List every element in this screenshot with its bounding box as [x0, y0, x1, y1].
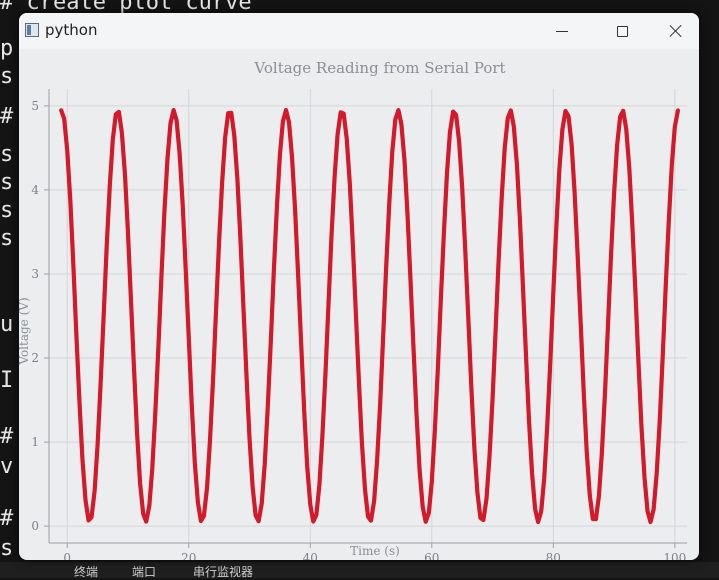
x-tick-label: 0 — [63, 551, 71, 560]
background-code-line: s — [0, 198, 14, 223]
x-tick-label: 60 — [424, 551, 439, 560]
x-tick-label: 20 — [181, 551, 196, 560]
background-code-line: v — [0, 454, 14, 479]
background-status-bar: 终端 端口 串行监视器 — [0, 562, 719, 579]
python-window-icon — [25, 23, 39, 37]
x-tick-label: 100 — [663, 551, 686, 560]
background-code-line: # — [0, 506, 14, 531]
minimize-button[interactable] — [533, 13, 591, 49]
background-code-line: s — [0, 64, 14, 89]
close-icon — [669, 24, 683, 38]
background-code-line: # — [0, 424, 14, 449]
y-tick-label: 4 — [31, 183, 39, 197]
y-tick-label: 3 — [31, 267, 39, 281]
background-code-line: s — [0, 142, 14, 167]
voltage-line — [59, 107, 680, 525]
chart-grid — [49, 89, 687, 543]
y-tick-label: 5 — [31, 99, 39, 113]
y-axis-label: Voltage (V) — [19, 297, 31, 365]
y-tick-label: 1 — [31, 435, 39, 449]
y-tick-label: 0 — [31, 519, 39, 533]
port-tab[interactable]: 端口 — [132, 565, 157, 579]
maximize-icon — [616, 25, 628, 37]
background-code-line: u — [0, 312, 14, 337]
background-code-line: s — [0, 170, 14, 195]
window-titlebar[interactable]: python — [19, 13, 699, 49]
background-code-line: # create plot curve — [0, 0, 252, 15]
plot-window: python 0 1 2 3 4 5 0 20 40 60 80 100 Voltage Readin… — [19, 13, 699, 560]
x-tick-label: 40 — [303, 551, 318, 560]
background-code-line: # — [0, 104, 14, 129]
chart-axes — [48, 89, 687, 544]
background-code-line: s — [0, 536, 14, 561]
plot-area[interactable]: 0 1 2 3 4 5 0 20 40 60 80 100 Voltage Reading from … — [19, 49, 699, 560]
chart-title: Voltage Reading from Serial Port — [253, 59, 505, 77]
window-title: python — [45, 21, 98, 39]
minimize-icon — [556, 30, 568, 32]
background-code-line: p — [0, 36, 14, 61]
background-code-line: I — [0, 368, 14, 393]
terminal-tab[interactable]: 终端 — [74, 565, 99, 579]
y-tick-label: 2 — [31, 351, 39, 365]
x-axis-label: Time (s) — [350, 544, 400, 558]
background-code-line: s — [0, 226, 14, 251]
maximize-button[interactable] — [593, 13, 651, 49]
serial-monitor-tab[interactable]: 串行监视器 — [193, 565, 254, 579]
voltage-chart[interactable]: 0 1 2 3 4 5 0 20 40 60 80 100 Voltage Reading from … — [19, 49, 699, 560]
close-button[interactable] — [647, 13, 699, 49]
chart-ticks: 0 1 2 3 4 5 0 20 40 60 80 100 — [31, 99, 686, 560]
x-tick-label: 80 — [546, 551, 561, 560]
